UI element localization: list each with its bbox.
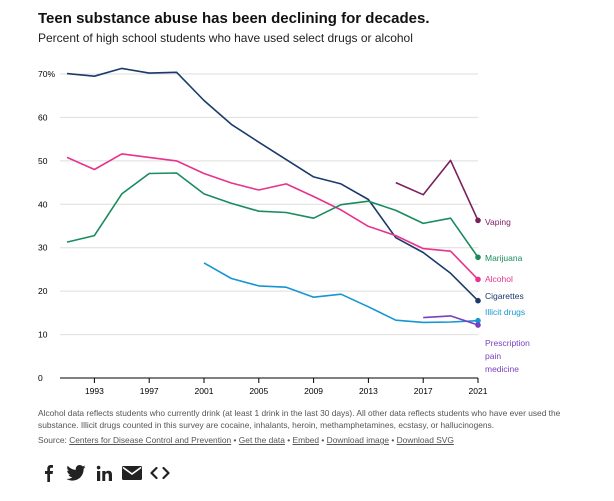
y-tick-label: 30 <box>38 243 48 253</box>
chart-subtitle: Percent of high school students who have… <box>38 31 413 45</box>
legend-label-prescription-pain-medicine: Prescription <box>485 338 530 348</box>
y-tick-label: 70% <box>38 69 55 79</box>
series-line-alcohol <box>66 153 479 280</box>
source-separator: • <box>389 435 397 445</box>
embed-link[interactable]: Embed <box>292 435 320 445</box>
x-tick-label: 1993 <box>85 386 104 396</box>
legend-label-alcohol: Alcohol <box>485 274 513 284</box>
series-line-illicit-drugs <box>203 262 479 324</box>
series-end-dot-vaping <box>475 217 481 224</box>
download-image-link[interactable]: Download image <box>326 435 390 445</box>
line-chart: 0 10 20 30 40 50 60 70% 1993 1997 2001 2005 2009 2013… <box>38 67 530 396</box>
x-tick-label: 1997 <box>140 386 159 396</box>
source-separator: • <box>319 435 327 445</box>
chart-notes: Alcohol data reflects students who curre… <box>38 408 561 430</box>
linkedin-icon[interactable] <box>94 463 114 483</box>
x-tick-label: 2005 <box>249 386 268 396</box>
y-tick-label: 50 <box>38 156 48 166</box>
download-svg-link[interactable]: Download SVG <box>396 435 454 445</box>
y-tick-label: 60 <box>38 112 48 122</box>
y-tick-label: 0 <box>38 373 43 383</box>
y-tick-label: 10 <box>38 330 48 340</box>
email-icon[interactable] <box>122 463 142 483</box>
source-prefix: Source: <box>38 435 70 445</box>
share-bar <box>38 462 178 484</box>
source-separator: • <box>231 435 239 445</box>
legend-label-marijuana: Marijuana <box>485 253 523 263</box>
x-tick-label: 2017 <box>414 386 433 396</box>
x-tick-label: 2001 <box>195 386 214 396</box>
series-end-dot-prescription-pain-medicine <box>475 322 481 328</box>
facebook-icon[interactable] <box>38 463 58 483</box>
series-end-dot-illicit-drugs <box>475 317 481 324</box>
legend-label-illicit-drugs: Illicit drugs <box>485 307 525 317</box>
get-the-data-link[interactable]: Get the data <box>238 435 285 445</box>
legend-label-cigarettes: Cigarettes <box>485 291 524 301</box>
source-line: Source: Centers for Disease Control and … <box>38 435 454 445</box>
source-separator: • <box>284 435 293 445</box>
x-tick-label: 2009 <box>304 386 323 396</box>
legend-label-prescription-pain-medicine: medicine <box>485 364 519 374</box>
legend-label-vaping: Vaping <box>485 217 511 227</box>
source-org-link[interactable]: Centers for Disease Control and Preventi… <box>69 435 232 445</box>
series-line-vaping <box>395 159 479 221</box>
x-tick-label: 2013 <box>359 386 378 396</box>
chart-title: Teen substance abuse has been declining … <box>38 10 430 27</box>
series-line-prescription-pain-medicine <box>423 315 479 326</box>
series-line-cigarettes <box>66 67 479 302</box>
y-tick-label: 40 <box>38 199 48 209</box>
series-end-dot-alcohol <box>475 276 481 283</box>
series-end-dot-cigarettes <box>475 297 481 304</box>
twitter-icon[interactable] <box>66 463 86 483</box>
x-tick-label: 2021 <box>469 386 488 396</box>
series-end-dot-marijuana <box>475 254 481 261</box>
series-line-marijuana <box>66 172 479 258</box>
legend-label-prescription-pain-medicine: pain <box>485 351 501 361</box>
embed-code-icon[interactable] <box>150 463 170 483</box>
y-tick-label: 20 <box>38 286 48 296</box>
